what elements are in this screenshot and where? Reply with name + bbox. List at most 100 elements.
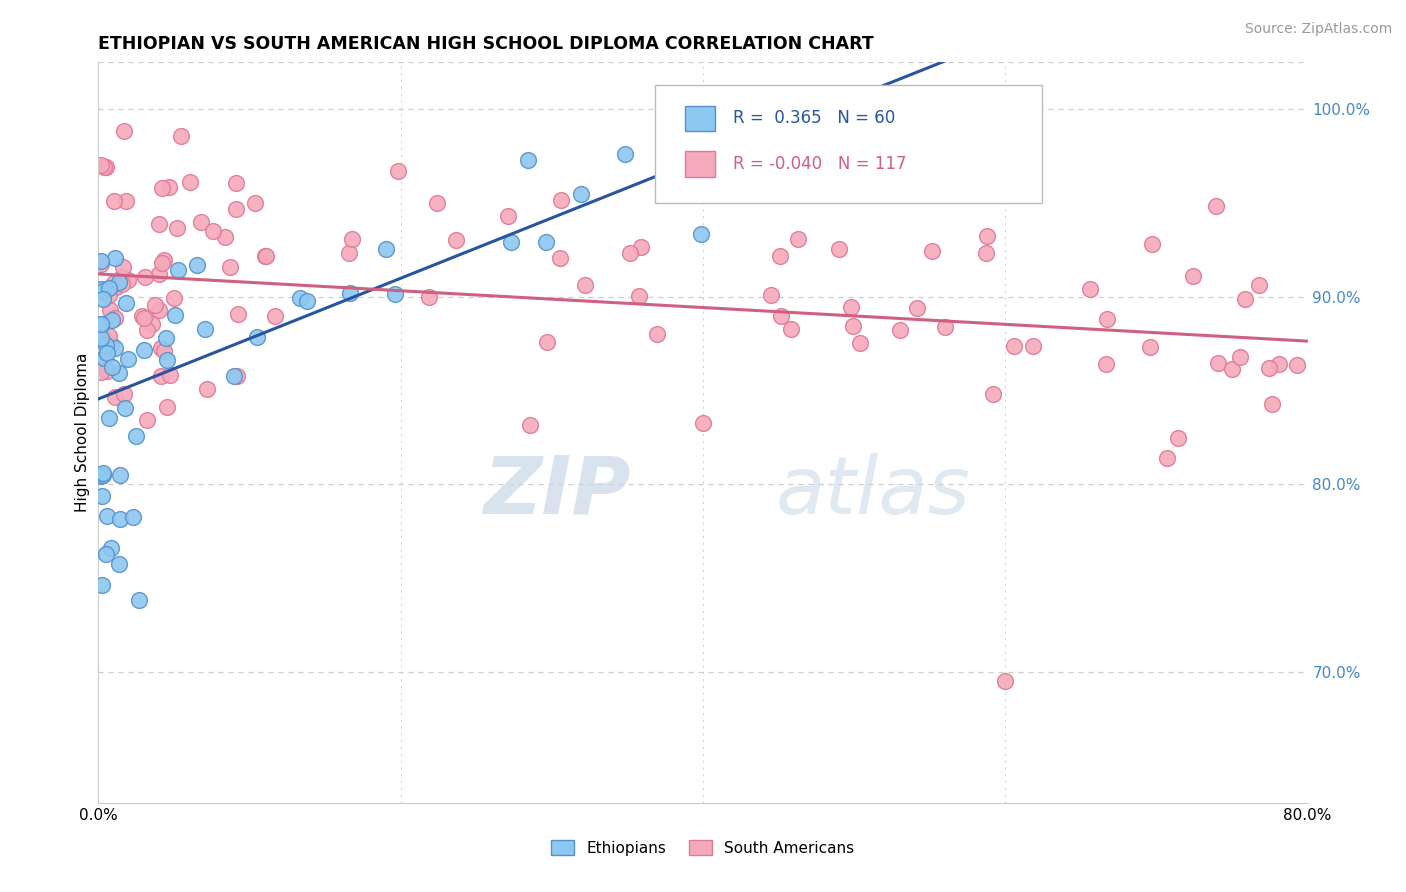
Point: [1167, 431, 1189, 445]
Point: [1080, 282, 1102, 296]
Point: [224, 368, 246, 383]
Point: [96, 338, 118, 352]
Point: [93, 356, 115, 370]
Point: [1156, 450, 1178, 465]
Point: [779, 322, 801, 336]
Point: [297, 293, 319, 308]
Point: [93, 160, 115, 174]
Point: [108, 275, 131, 289]
Point: [444, 233, 467, 247]
Point: [131, 309, 153, 323]
Point: [342, 232, 364, 246]
Point: [104, 311, 127, 326]
Point: [91, 292, 114, 306]
Point: [841, 319, 863, 334]
Point: [769, 249, 792, 263]
Point: [122, 509, 145, 524]
Point: [104, 251, 127, 265]
Point: [619, 246, 641, 260]
Point: [534, 235, 557, 249]
Point: [787, 232, 810, 246]
Point: [98, 302, 121, 317]
Point: [339, 286, 361, 301]
Point: [516, 153, 538, 167]
Point: [225, 176, 247, 190]
Point: [225, 368, 247, 383]
Point: [91, 578, 114, 592]
Point: [782, 104, 804, 119]
Point: [156, 353, 179, 368]
Point: [418, 290, 440, 304]
Point: [226, 307, 249, 321]
Point: [387, 164, 409, 178]
Point: [150, 181, 173, 195]
Point: [548, 251, 571, 265]
Point: [90, 468, 112, 483]
Point: [90, 317, 112, 331]
Point: [934, 319, 956, 334]
Point: [111, 277, 134, 292]
Text: atlas: atlas: [776, 453, 970, 531]
Point: [288, 292, 311, 306]
Point: [384, 286, 406, 301]
Point: [150, 341, 173, 355]
Point: [96, 509, 118, 524]
Point: [103, 194, 125, 208]
Point: [166, 263, 188, 277]
Point: [98, 287, 121, 301]
Point: [1205, 199, 1227, 213]
Point: [90, 253, 112, 268]
Point: [692, 417, 714, 431]
Point: [104, 341, 127, 355]
Point: [1022, 339, 1045, 353]
Point: [759, 287, 782, 301]
Point: [772, 111, 794, 125]
Point: [108, 467, 131, 482]
Point: [630, 240, 652, 254]
Point: [219, 260, 242, 274]
Point: [264, 309, 287, 323]
Point: [100, 359, 122, 374]
Point: [921, 244, 943, 258]
Point: [627, 289, 650, 303]
Point: [148, 303, 170, 318]
Point: [93, 351, 115, 366]
Point: [96, 345, 118, 359]
Point: [117, 351, 139, 366]
Point: [849, 335, 872, 350]
Point: [163, 291, 186, 305]
Point: [889, 323, 911, 337]
Point: [166, 220, 188, 235]
Point: [827, 242, 849, 256]
Point: [90, 283, 112, 297]
Point: [179, 175, 201, 189]
Point: [536, 334, 558, 349]
Point: [107, 557, 129, 571]
Point: [1206, 356, 1229, 370]
FancyBboxPatch shape: [655, 85, 1042, 203]
Point: [157, 180, 180, 194]
Point: [153, 343, 176, 358]
Point: [91, 284, 114, 298]
Point: [152, 253, 174, 268]
Point: [141, 317, 163, 331]
Point: [132, 310, 155, 325]
Point: [93, 331, 115, 345]
Point: [197, 382, 219, 396]
Point: [1233, 292, 1256, 306]
Point: [98, 328, 121, 343]
Point: [801, 99, 824, 113]
Point: [1247, 278, 1270, 293]
Point: [97, 281, 120, 295]
Point: [1261, 397, 1284, 411]
Point: [1258, 360, 1281, 375]
Point: [98, 410, 121, 425]
Point: [574, 278, 596, 293]
Point: [645, 326, 668, 341]
Point: [1220, 362, 1243, 376]
Point: [90, 365, 112, 379]
Point: [426, 195, 449, 210]
Point: [90, 489, 112, 503]
Point: [90, 257, 112, 271]
Point: [974, 245, 997, 260]
